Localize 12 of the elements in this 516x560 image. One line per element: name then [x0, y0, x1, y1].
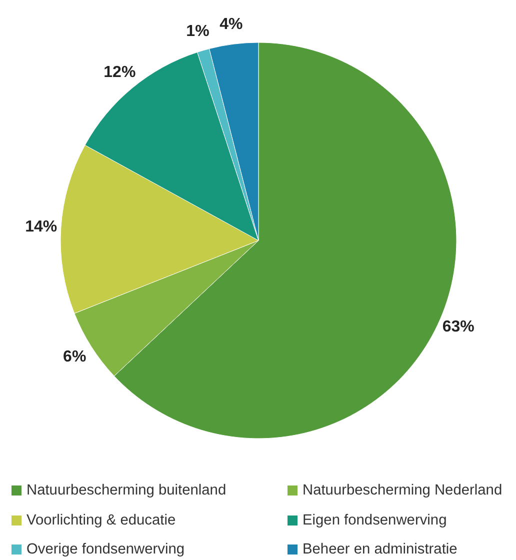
legend-label: Beheer en administratie [302, 542, 458, 558]
data-label: 12% [104, 64, 136, 82]
data-label: 14% [25, 218, 58, 236]
legend-label: Eigen fondsenwerving [302, 512, 447, 528]
legend-label: Overige fondsenwerving [26, 542, 185, 558]
data-label: 4% [220, 16, 243, 33]
legend-label: Voorlichting & educatie [26, 512, 176, 528]
legend-label: Natuurbescherming Nederland [302, 482, 502, 498]
legend-label: Natuurbescherming buitenland [26, 482, 226, 498]
data-label: 1% [186, 22, 210, 40]
data-label: 6% [63, 348, 86, 366]
data-label: 63% [442, 318, 474, 336]
